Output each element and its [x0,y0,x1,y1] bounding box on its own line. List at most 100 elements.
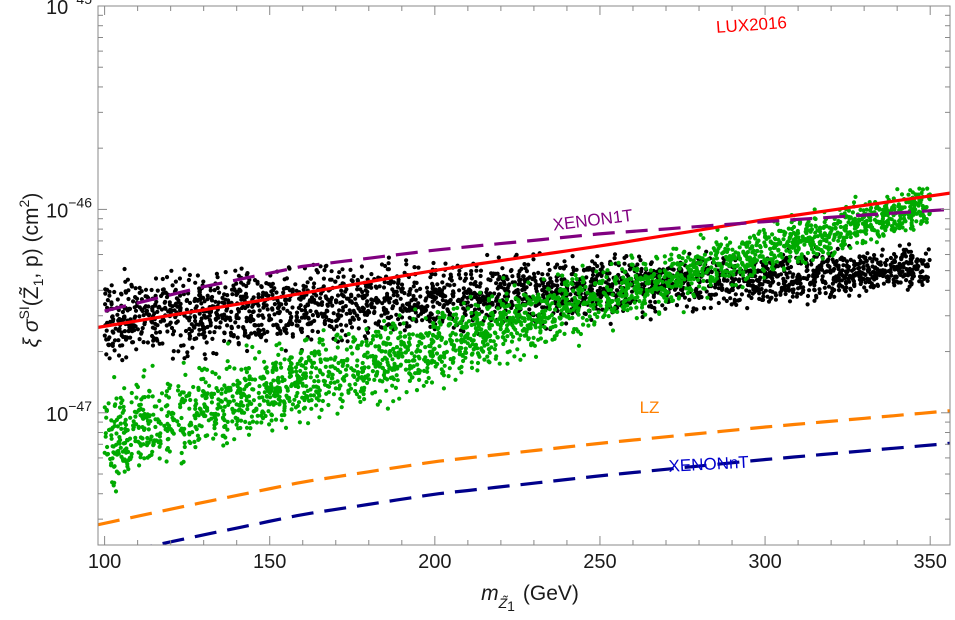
scatter-point [565,283,570,288]
scatter-point [197,311,202,316]
scatter-point [911,274,917,279]
scatter-point [317,340,322,345]
scatter-point [474,268,479,273]
scatter-point [559,277,564,282]
scatter-point [355,377,360,382]
scatter-point [804,268,809,274]
scatter-point [765,257,770,262]
scatter-point [306,322,311,327]
scatter-point [116,338,121,343]
scatter-point [773,291,778,296]
scatter-point [468,294,473,299]
scatter-point [109,433,114,438]
scatter-point [248,426,253,431]
scatter-point [839,243,844,248]
scatter-point [244,315,249,320]
scatter-point [316,385,321,390]
scatter-point [230,419,235,424]
scatter-point [595,273,600,278]
scatter-point [269,289,274,294]
scatter-point [493,319,498,324]
scatter-point [550,283,556,288]
scatter-point [242,298,247,303]
scatter-point [874,272,880,277]
scatter-point [341,305,346,310]
scatter-point [512,354,517,359]
scatter-point [239,400,244,405]
scatter-point [203,315,208,320]
scatter-point [604,307,609,312]
scatter-point [463,355,468,360]
scatter-point [269,317,274,322]
scatter-point [763,243,768,248]
scatter-point [365,330,371,335]
scatter-point [118,414,123,419]
scatter-point [332,380,337,385]
scatter-point [417,377,422,382]
scatter-point [510,280,515,285]
scatter-point [665,266,670,271]
scatter-point [828,269,833,274]
scatter-point [324,296,329,301]
scatter-point [442,363,447,368]
scatter-point [852,221,857,226]
scatter-point [759,286,764,292]
scatter-point [532,296,537,301]
scatter-point [588,303,593,308]
scatter-point [314,309,319,314]
scatter-point [494,281,499,286]
scatter-point [858,207,863,212]
scatter-point [383,263,388,269]
scatter-point [239,418,244,423]
scatter-point [474,284,479,289]
scatter-point [906,249,911,254]
scatter-point [545,272,551,277]
scatter-point [768,246,773,251]
scatter-point [133,295,138,300]
scatter-point [747,235,753,240]
scatter-point [766,235,772,240]
scatter-point [856,266,861,271]
scatter-point [199,377,204,382]
scatter-point [389,279,394,284]
scatter-point [924,205,929,210]
scatter-point [320,372,325,377]
scatter-point [576,312,581,317]
scatter-point [864,207,869,212]
scatter-point [825,245,830,250]
scatter-point [310,364,315,369]
scatter-point [413,310,418,315]
scatter-point [305,280,310,285]
scatter-point [362,385,367,390]
scatter-point [179,461,184,466]
scatter-point [634,291,639,296]
scatter-point [388,349,393,354]
scatter-point [447,322,452,327]
scatter-point [282,377,287,383]
scatter-point [192,314,197,319]
scatter-point [365,289,370,294]
scatter-point [605,268,610,273]
scatter-point [207,310,212,315]
scatter-point [804,264,810,269]
scatter-point [163,299,168,304]
scatter-point [548,293,553,298]
scatter-point [192,336,197,342]
scatter-point [435,309,440,315]
scatter-point [256,292,261,297]
scatter-point [133,435,138,440]
scatter-point [842,242,848,247]
scatter-point [243,378,248,383]
scatter-point [168,383,173,388]
scatter-point [199,316,204,321]
scatter-point [720,273,725,278]
scatter-point [261,327,266,332]
scatter-point [229,324,234,329]
scatter-point [349,299,354,304]
scatter-point [505,323,510,328]
scatter-point [197,332,202,337]
scatter-point [333,366,338,371]
scatter-point [459,297,464,302]
scatter-point [299,349,304,354]
scatter-point [651,271,657,277]
